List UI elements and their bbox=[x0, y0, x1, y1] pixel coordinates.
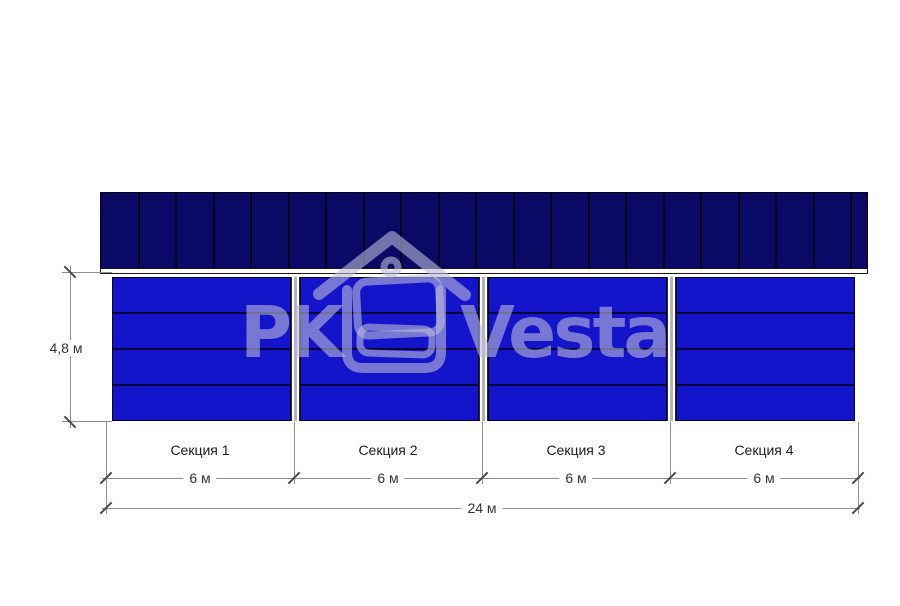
wall-panel-strip bbox=[113, 384, 290, 420]
wall-section-4 bbox=[676, 277, 855, 421]
roof-panel-seam bbox=[737, 193, 740, 268]
height-dimension-label: 4,8 м bbox=[43, 340, 89, 356]
section-2-width-label: 6 м bbox=[371, 470, 405, 486]
total-width-label: 24 м bbox=[461, 500, 503, 516]
roof-panel-seam bbox=[587, 193, 590, 268]
extension-line-top bbox=[62, 272, 112, 273]
roof-panel-seam bbox=[287, 193, 290, 268]
wall-panel-strip bbox=[301, 348, 478, 384]
roof-fascia bbox=[100, 268, 868, 274]
extension-line bbox=[106, 422, 107, 514]
extension-line bbox=[482, 422, 483, 484]
section-4-width-label: 6 м bbox=[747, 470, 781, 486]
wall-panel-strip bbox=[677, 312, 854, 348]
wall-panel-strip bbox=[489, 312, 666, 348]
wall-panel-strip bbox=[113, 348, 290, 384]
roof-panel-seam bbox=[212, 193, 215, 268]
roof-panel-seam bbox=[362, 193, 365, 268]
section-1-width-label: 6 м bbox=[183, 470, 217, 486]
roof-panel-seam bbox=[250, 193, 252, 268]
wall-section-3 bbox=[488, 277, 667, 421]
roof bbox=[100, 192, 868, 269]
wall-panel-strip bbox=[301, 278, 478, 312]
extension-line bbox=[294, 422, 295, 484]
roof-panel-seam bbox=[437, 193, 440, 268]
section-dimension-line bbox=[102, 478, 860, 479]
roof-panel-seam bbox=[512, 193, 515, 268]
section-3-label: Секция 3 bbox=[546, 442, 606, 458]
section-divider bbox=[479, 277, 488, 421]
roof-panel-seam bbox=[662, 193, 665, 268]
wall-panel-strip bbox=[301, 384, 478, 420]
wall-panel-strip bbox=[677, 278, 854, 312]
roof-panel-seam bbox=[550, 193, 552, 268]
roof-panel-seam bbox=[775, 193, 777, 268]
roof-panel-seam bbox=[137, 193, 140, 268]
wall-panel-strip bbox=[677, 348, 854, 384]
section-2-label: Секция 2 bbox=[358, 442, 418, 458]
roof-panel-seam bbox=[325, 193, 327, 268]
walls bbox=[112, 277, 855, 421]
wall-panel-strip bbox=[489, 348, 666, 384]
wall-panel-strip bbox=[113, 278, 290, 312]
wall-panel-strip bbox=[489, 384, 666, 420]
roof-panel-seam bbox=[400, 193, 402, 268]
section-3-width-label: 6 м bbox=[559, 470, 593, 486]
wall-panel-strip bbox=[677, 384, 854, 420]
wall-panel-strip bbox=[301, 312, 478, 348]
roof-panel-seam bbox=[475, 193, 477, 268]
extension-line-bottom bbox=[62, 421, 112, 422]
wall-panel-strip bbox=[113, 312, 290, 348]
section-divider bbox=[291, 277, 300, 421]
roof-panel-seam bbox=[175, 193, 177, 268]
wall-panel-strip bbox=[489, 278, 666, 312]
section-divider bbox=[667, 277, 676, 421]
roof-panel-seam bbox=[850, 193, 852, 268]
roof-panel-seam bbox=[812, 193, 815, 268]
section-4-label: Секция 4 bbox=[734, 442, 794, 458]
wall-section-1 bbox=[112, 277, 291, 421]
roof-panel-seam bbox=[700, 193, 702, 268]
section-1-label: Секция 1 bbox=[170, 442, 230, 458]
roof-panel-seam bbox=[625, 193, 627, 268]
extension-line bbox=[858, 422, 859, 514]
wall-section-2 bbox=[300, 277, 479, 421]
extension-line bbox=[670, 422, 671, 484]
